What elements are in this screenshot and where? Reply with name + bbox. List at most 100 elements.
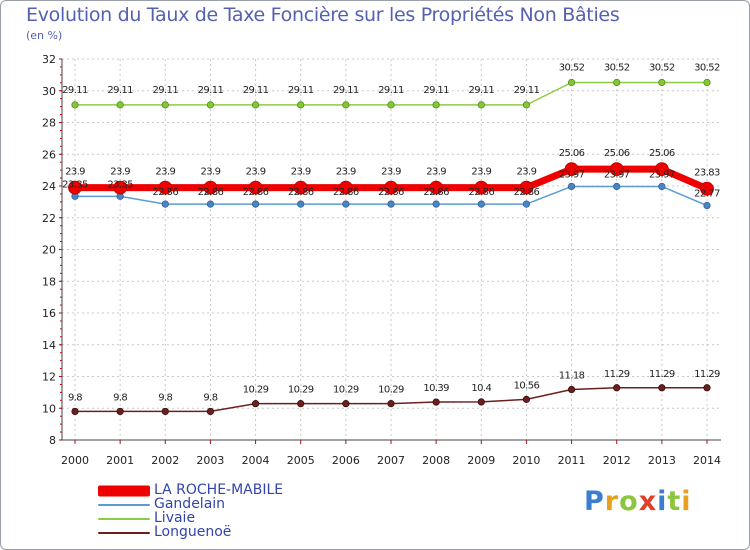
data-point [477,200,485,208]
data-point [206,200,215,208]
x-tick-label: 2004 [242,454,270,467]
legend-item: Livaie [98,510,338,526]
data-label: 23.35 [107,179,133,190]
data-label: 25.06 [604,148,630,159]
data-label: 29.11 [378,85,404,96]
data-label: 23.9 [381,167,401,178]
data-label: 29.11 [198,85,224,96]
y-tick-label: 16 [42,307,56,320]
data-label: 10.39 [423,383,449,394]
data-point [658,78,666,87]
data-label-layer: 23.9 23.9 23.9 23.9 23.9 23.9 23.9 23.9 23.9 23.9… [62,62,720,403]
data-label: 29.11 [107,85,133,96]
data-point [703,384,711,392]
data-point [387,101,395,109]
data-label: 22.86 [378,187,404,198]
data-label: 22.86 [152,187,178,198]
logo-letter: i [657,486,668,517]
legend-item: Longuenoë [98,524,338,540]
data-label: 11.29 [649,369,675,380]
x-tick-label: 2013 [648,454,676,467]
logo-letter: P [584,486,605,517]
data-point [206,407,215,416]
data-point [161,200,169,208]
logo-letter: i [681,486,692,517]
y-tick-label: 32 [42,53,56,66]
data-point [658,384,666,392]
data-point [700,181,714,196]
proxiti-logo: Proxiti [584,486,692,517]
data-label: 23.9 [426,167,446,178]
data-point [342,400,350,408]
data-point [387,200,395,208]
y-tick-label: 22 [42,212,56,225]
y-tick-label: 24 [42,180,56,193]
data-label: 23.9 [516,167,536,178]
data-point [161,101,169,109]
data-point [293,180,308,195]
y-tick-label: 26 [42,148,56,161]
data-point [116,407,124,416]
y-tick-label: 12 [42,371,56,384]
data-point [251,101,260,109]
data-point [248,180,263,195]
x-tick-label: 2007 [377,454,405,467]
data-label: 10.56 [514,380,540,391]
data-point [477,101,485,109]
data-label: 29.11 [468,85,494,96]
x-tick-label: 2003 [196,454,224,467]
data-label: 10.29 [243,385,269,396]
data-label: 9.8 [203,392,217,403]
data-point [251,200,260,208]
data-label: 22.77 [694,189,720,200]
data-label: 22.86 [333,187,359,198]
x-tick-label: 2008 [422,454,450,467]
data-point [703,78,711,87]
data-label: 23.9 [246,167,266,178]
chart-title: Evolution du Taux de Taxe Foncière sur l… [26,4,620,26]
data-label: 30.52 [649,62,675,73]
data-label: 22.86 [423,187,449,198]
y-tick-label: 30 [42,85,56,98]
data-point [338,180,353,195]
data-label: 29.11 [62,85,88,96]
data-label: 23.9 [200,167,220,178]
data-label: 29.11 [333,85,359,96]
data-label: 23.97 [559,169,585,180]
data-label: 23.9 [291,167,311,178]
legend-label: Gandelain [154,496,226,512]
data-label: 10.29 [333,385,359,396]
data-label: 10.29 [288,385,314,396]
data-point [522,200,531,208]
y-tick-label: 14 [42,339,56,352]
x-tick-label: 2005 [287,454,315,467]
y-tick-label: 28 [42,117,56,130]
data-label: 23.9 [65,167,85,178]
data-label: 10.4 [471,383,491,394]
data-point [113,180,128,195]
logo-letter: r [604,486,620,517]
axis-layer: 8 10 12 14 16 18 20 22 24 26 28 30 32 2000 2001 2002 200… [42,53,721,467]
data-point [71,101,79,109]
data-point [68,180,82,195]
data-label: 11.18 [559,371,585,382]
y-tick-label: 20 [42,244,56,257]
x-tick-label: 2006 [332,454,360,467]
data-label: 23.9 [155,167,175,178]
data-point [519,180,534,195]
legend-swatch [98,484,150,498]
data-point [387,400,395,408]
legend-label: Longuenoë [154,524,232,540]
data-label: 9.8 [68,392,82,403]
data-point [158,180,173,195]
data-label: 10.29 [378,385,404,396]
data-point [609,162,624,177]
data-point [567,385,576,394]
data-label: 9.8 [113,392,127,403]
data-point [71,407,79,416]
data-label: 23.9 [110,167,130,178]
legend: LA ROCHE-MABILE Gandelain Livaie Longuenoë [98,482,338,540]
logo-letter: o [619,486,639,517]
data-point [522,395,531,403]
data-label: 9.8 [158,392,172,403]
